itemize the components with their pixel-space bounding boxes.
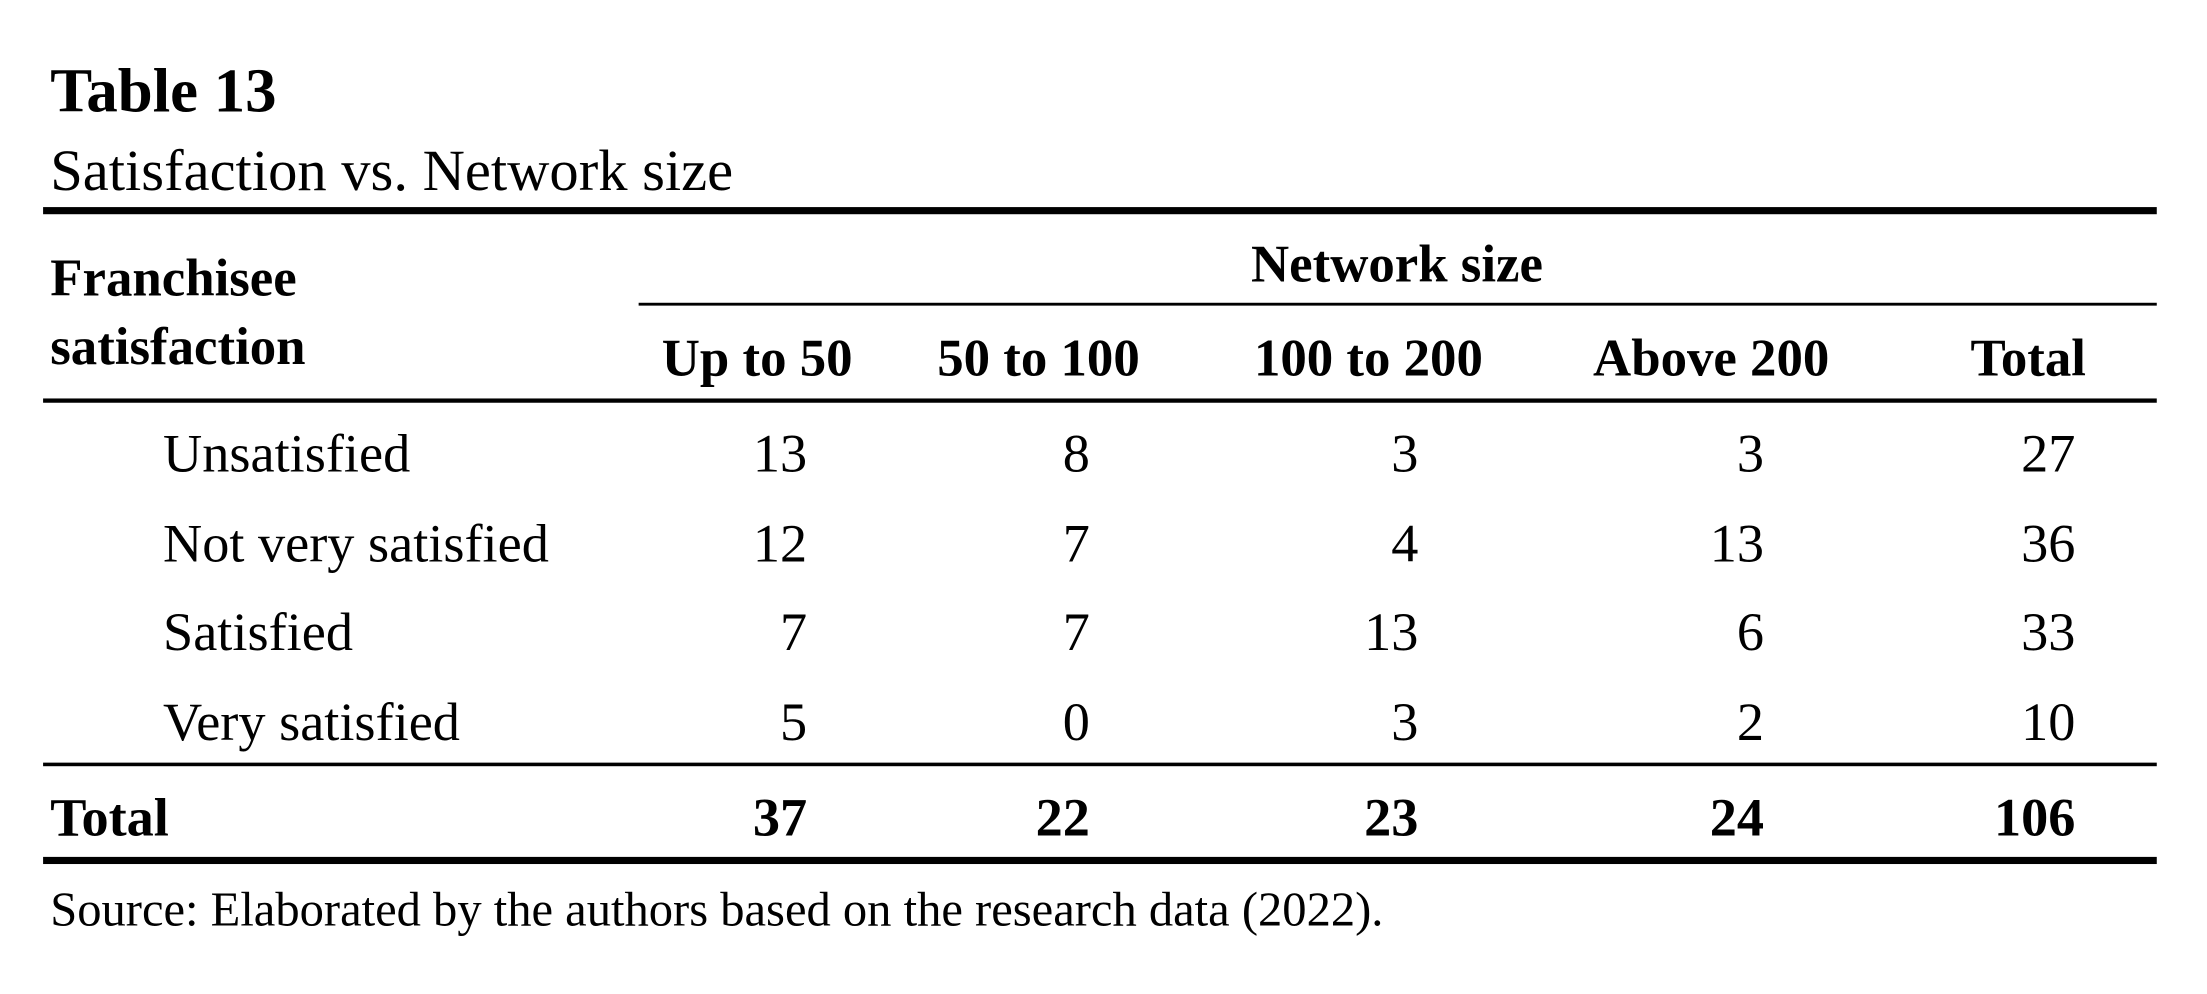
group-header: Network size (1251, 235, 1543, 293)
total-cell: 37 (753, 787, 807, 847)
cell: 10 (2021, 692, 2075, 752)
total-cell: 22 (1036, 787, 1090, 847)
cell: 12 (753, 513, 807, 573)
group-rule (638, 302, 2157, 306)
cell: 4 (1391, 513, 1418, 573)
total-cell: 24 (1710, 787, 1764, 847)
cell: 33 (2021, 602, 2075, 662)
cell: 7 (1063, 513, 1090, 573)
cell: 0 (1063, 692, 1090, 752)
row-label: Satisfied (163, 602, 353, 662)
cell: 7 (1063, 602, 1090, 662)
total-cell: 106 (1994, 787, 2075, 847)
row-label: Very satisfied (163, 692, 460, 752)
total-label: Total (50, 787, 169, 847)
cell: 8 (1063, 423, 1090, 483)
cell: 5 (780, 692, 807, 752)
top-rule (43, 207, 2157, 215)
column-header: Above 200 (1593, 330, 1829, 388)
total-rule (43, 762, 2157, 767)
cell: 3 (1391, 692, 1418, 752)
header-rule (43, 398, 2157, 403)
stub-header: Franchisee (50, 250, 296, 308)
column-header: Up to 50 (662, 330, 853, 388)
cell: 3 (1737, 423, 1764, 483)
cell: 36 (2021, 513, 2075, 573)
stub-header: satisfaction (50, 318, 305, 376)
cell: 2 (1737, 692, 1764, 752)
cell: 13 (1364, 602, 1418, 662)
row-label: Not very satisfied (163, 513, 549, 573)
cell: 3 (1391, 423, 1418, 483)
bottom-rule (43, 856, 2157, 865)
column-header: 100 to 200 (1254, 330, 1483, 388)
source-note: Source: Elaborated by the authors based … (50, 882, 1383, 936)
table-title: Table 13 (50, 55, 276, 125)
cell: 27 (2021, 423, 2075, 483)
cell: 13 (1710, 513, 1764, 573)
cell: 13 (753, 423, 807, 483)
column-header: Total (1970, 330, 2085, 388)
row-label: Unsatisfied (163, 423, 410, 483)
cell: 6 (1737, 602, 1764, 662)
column-header: 50 to 100 (937, 330, 1140, 388)
table-subtitle: Satisfaction vs. Network size (50, 138, 733, 203)
total-cell: 23 (1364, 787, 1418, 847)
cell: 7 (780, 602, 807, 662)
